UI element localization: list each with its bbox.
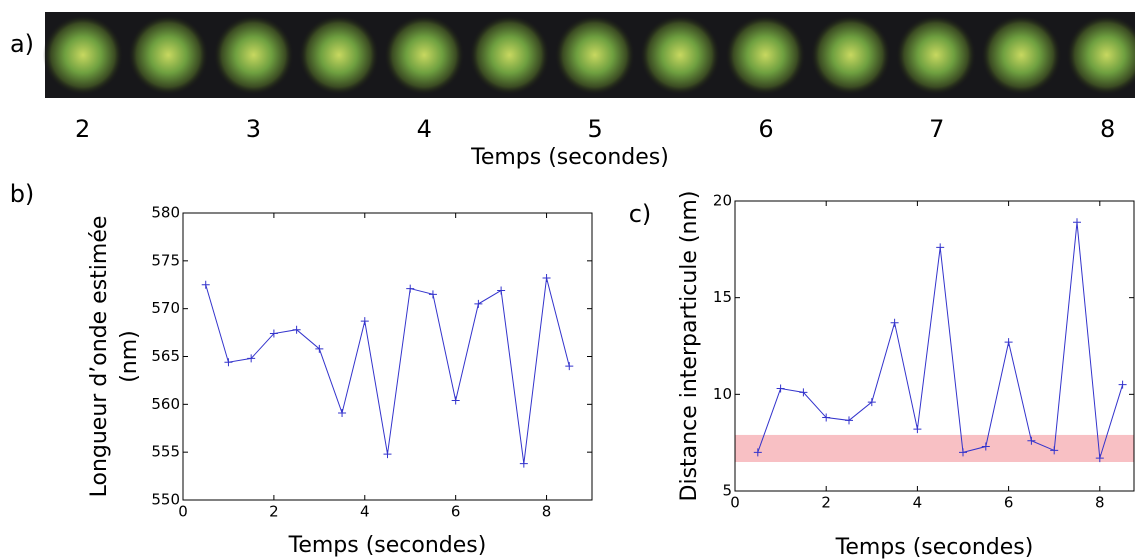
x-tick-label: 2	[821, 494, 831, 512]
data-marker	[822, 413, 831, 422]
x-tick-label: 3	[246, 115, 261, 143]
x-tick-label: 8	[1095, 494, 1105, 512]
y-axis-label: Distance interparticule (nm)	[677, 191, 702, 502]
x-tick-label: 4	[417, 115, 432, 143]
data-marker	[1118, 380, 1127, 389]
y-tick-label: 5	[722, 482, 732, 500]
particle	[128, 15, 209, 95]
y-tick-label: 560	[151, 395, 180, 413]
data-marker	[959, 448, 967, 457]
data-marker	[1050, 446, 1059, 455]
particle	[554, 15, 635, 95]
data-marker	[474, 299, 483, 308]
data-line	[757, 222, 1124, 459]
particle	[810, 15, 891, 95]
threshold-band	[735, 434, 1134, 462]
y-tick-label: 580	[151, 204, 180, 222]
data-marker	[890, 318, 899, 327]
x-tick-label: 4	[913, 494, 923, 512]
data-marker	[406, 284, 415, 293]
data-marker	[845, 416, 853, 425]
particle	[896, 15, 976, 95]
panel-label: a)	[10, 30, 34, 58]
data-marker	[247, 354, 256, 363]
particle	[298, 15, 379, 95]
y-tick-label: 550	[151, 491, 180, 509]
data-marker	[565, 362, 574, 371]
data-marker	[1095, 454, 1104, 463]
data-marker	[383, 450, 392, 459]
data-marker	[542, 274, 551, 283]
data-marker	[981, 442, 990, 451]
data-line	[205, 277, 570, 464]
y-tick-label: 565	[151, 347, 180, 365]
panel-label: c)	[629, 200, 652, 228]
data-marker	[497, 286, 506, 295]
data-marker	[776, 384, 785, 393]
particle	[213, 15, 294, 95]
x-axis-label: Temps (secondes)	[470, 145, 669, 170]
x-tick-label: 7	[929, 115, 944, 143]
data-marker	[451, 396, 460, 405]
particle	[384, 15, 465, 95]
data-marker	[753, 448, 762, 457]
particle	[43, 15, 123, 95]
data-marker	[338, 408, 347, 417]
data-marker	[936, 243, 945, 252]
x-tick-label: 5	[587, 115, 602, 143]
particle	[469, 15, 550, 95]
y-tick-label: 575	[151, 251, 180, 269]
data-marker	[269, 329, 278, 338]
x-tick-label: 0	[178, 503, 188, 521]
x-axis-label: Temps (secondes)	[835, 535, 1034, 560]
x-tick-label: 4	[360, 503, 370, 521]
x-axis-label: Temps (secondes)	[288, 533, 487, 558]
x-tick-label: 6	[451, 503, 461, 521]
particle-images	[43, 15, 1135, 95]
particle	[981, 15, 1062, 95]
data-marker	[867, 398, 876, 407]
data-marker	[428, 290, 437, 299]
particle	[1066, 15, 1135, 95]
y-axis-label: (nm)	[117, 330, 142, 383]
x-tick-label: 8	[1100, 115, 1115, 143]
data-marker	[224, 358, 233, 367]
x-tick-label: 6	[758, 115, 773, 143]
x-tick-label: 2	[75, 115, 90, 143]
y-tick-label: 555	[151, 443, 180, 461]
data-marker	[292, 325, 301, 334]
data-marker	[201, 280, 210, 289]
data-marker	[519, 459, 528, 468]
data-marker	[315, 344, 324, 353]
particle	[640, 15, 721, 95]
x-tick-label: 6	[1004, 494, 1014, 512]
panel-label: b)	[10, 180, 35, 208]
y-axis-label: Longueur d’onde estimée	[87, 216, 112, 498]
x-tick-label: 8	[542, 503, 552, 521]
axes-box	[734, 200, 1135, 492]
x-tick-label: 2	[269, 503, 279, 521]
data-marker	[913, 425, 922, 434]
data-marker	[360, 317, 369, 326]
data-marker	[1004, 338, 1013, 347]
y-tick-label: 20	[713, 192, 732, 210]
x-tick-label: 0	[730, 494, 740, 512]
data-marker	[799, 388, 808, 397]
y-tick-label: 15	[713, 288, 732, 306]
data-marker	[1073, 218, 1081, 227]
particle	[725, 15, 806, 95]
y-tick-label: 10	[713, 385, 732, 403]
y-tick-label: 570	[151, 299, 180, 317]
data-marker	[1027, 436, 1036, 445]
